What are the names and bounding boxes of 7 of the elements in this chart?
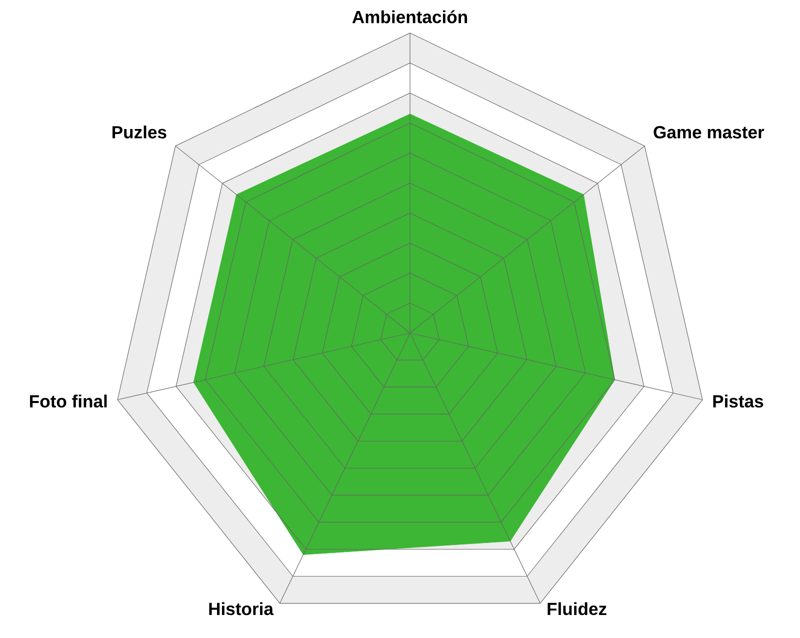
spoke-label: Fluidez xyxy=(548,602,606,616)
spoke-label: Historia xyxy=(209,602,274,616)
spoke-label: Pistas xyxy=(713,394,764,408)
spoke-label: Ambientación xyxy=(352,10,468,24)
spoke-label: Foto final xyxy=(30,394,107,408)
spoke-label: Puzles xyxy=(112,126,166,138)
spoke-label: Game master xyxy=(654,126,764,138)
